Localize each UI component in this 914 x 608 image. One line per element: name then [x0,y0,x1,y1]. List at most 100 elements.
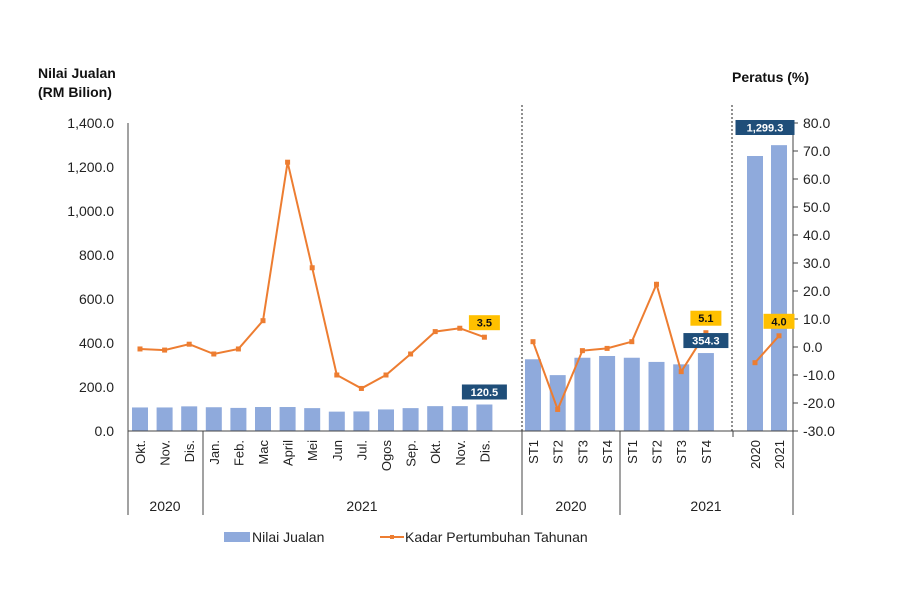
line-point [629,339,635,345]
category-label: ST2 [551,440,566,464]
left-tick-label: 1,200.0 [67,159,114,175]
bar [255,407,271,431]
right-tick-label: 20.0 [803,283,830,299]
line-point [260,318,266,324]
line-point [285,159,291,165]
left-tick-label: 1,000.0 [67,203,114,219]
left-axis-title-line1: Nilai Jualan [38,65,116,81]
category-label: ST1 [625,440,640,464]
line-point [579,348,585,354]
bar [181,406,198,431]
growth-label: 4.0 [771,316,786,328]
line-point [481,334,487,340]
line-point [358,385,364,391]
bar [697,353,714,431]
bar-series [132,145,787,432]
bar [747,156,763,431]
bar [599,355,616,431]
category-label: April [281,440,296,466]
line-point [457,325,463,331]
bar [156,407,173,431]
category-label: Mac [256,440,271,465]
left-tick-label: 800.0 [79,247,114,263]
bar [673,364,690,431]
right-tick-label: -30.0 [803,423,835,439]
left-tick-label: 600.0 [79,291,114,307]
left-tick-label: 400.0 [79,335,114,351]
line-point [235,346,241,352]
growth-label: 5.1 [698,313,713,325]
right-tick-label: 40.0 [803,227,830,243]
category-label: Nov. [158,440,173,466]
bar [230,407,247,431]
bar [648,361,665,431]
value-label: 354.3 [692,336,720,348]
right-tick-label: 70.0 [803,143,830,159]
category-label: ST3 [674,440,689,464]
bar [132,407,148,431]
line-point [186,341,192,347]
category-label: Dis. [182,440,197,462]
group-label: 2021 [346,498,377,514]
growth-label-box [468,315,500,331]
line-series [137,159,782,413]
category-label: ST3 [575,440,590,464]
right-tick-label: 50.0 [803,199,830,215]
value-label: 1,299.3 [747,123,784,135]
line-point [211,351,217,357]
left-tick-label: 1,400.0 [67,115,114,131]
category-label: ST1 [526,440,541,464]
axes: 0.0 200.0 400.0 600.0 800.0 1,000.0 1,200.0 1,4… [67,105,835,515]
right-tick-label: -10.0 [803,367,835,383]
bar [402,408,419,431]
bar [623,357,640,431]
bar [205,407,222,431]
right-tick-label: 60.0 [803,171,830,187]
category-label: ST4 [699,440,714,464]
left-axis-title-line2: (RM Bilion) [38,84,112,100]
line-segment [139,161,485,390]
line-point [383,372,389,378]
bar [451,406,468,431]
category-label: 2020 [748,440,763,469]
legend-line-label: Kadar Pertumbuhan Tahunan [405,529,588,545]
bar [549,375,566,431]
line-point [776,333,782,339]
legend: Nilai Jualan Kadar Pertumbuhan Tahunan [224,529,588,545]
category-label: Nov. [453,440,468,466]
category-label: Jul. [354,440,369,460]
data-labels: 120.5 3.5 354.3 5.1 1,299.3 4.0 [461,120,795,400]
category-label: Feb. [231,440,246,466]
line-point [604,345,610,351]
bar [574,357,591,431]
bar [427,406,444,431]
value-label: 120.5 [471,387,499,399]
line-point [334,372,340,378]
category-label: Okt. [428,440,443,464]
line-point [408,351,414,357]
bar [476,404,493,431]
category-label: Sep. [404,440,419,467]
group-label: 2020 [149,498,180,514]
growth-label: 3.5 [477,318,492,330]
line-point [162,347,168,353]
line-point [432,329,438,335]
bar [353,411,370,431]
bar [304,408,321,431]
value-label-box [735,120,795,135]
category-label: Jan. [207,440,222,465]
legend-line-marker [390,535,394,539]
bar [771,145,787,432]
right-tick-label: 0.0 [803,339,823,355]
category-label: ST4 [600,440,615,464]
line-point [530,339,536,345]
line-point [137,346,143,352]
category-label: Ogos [379,440,394,472]
bar [525,359,541,431]
right-tick-label: -20.0 [803,395,835,411]
group-label: 2021 [690,498,721,514]
right-tick-label: 10.0 [803,311,830,327]
category-label: Jun [330,440,345,461]
growth-label-box [690,310,722,326]
